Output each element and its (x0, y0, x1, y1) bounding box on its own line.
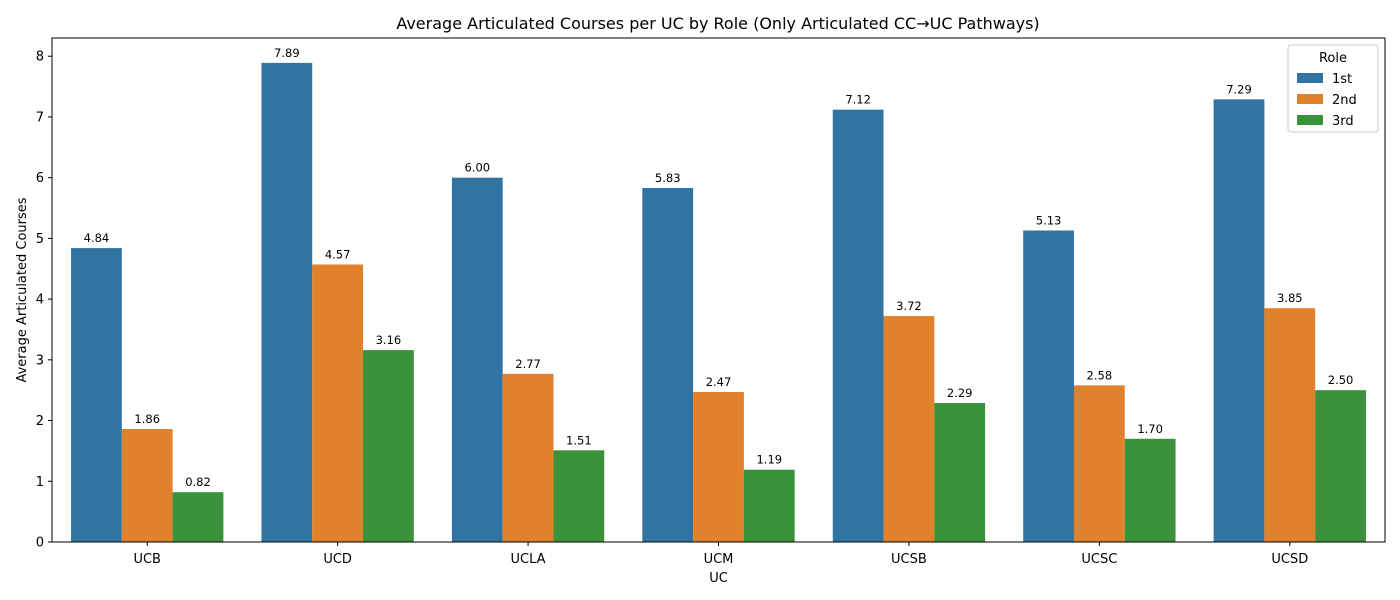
x-tick-label: UCM (704, 552, 734, 567)
x-tick-label: UCB (133, 552, 161, 567)
x-axis-label: UC (709, 571, 728, 586)
legend-label-3rd: 3rd (1332, 114, 1354, 129)
bar-ucb-3rd (172, 492, 224, 542)
bar-ucsd-2nd (1264, 308, 1316, 542)
y-tick-label: 8 (36, 50, 44, 65)
data-label: 4.57 (325, 247, 351, 261)
y-tick-label: 7 (36, 110, 44, 125)
legend-swatch-1st (1297, 73, 1323, 83)
bar-ucd-3rd (363, 350, 414, 542)
x-axis: UCB UCD UCLA UCM UCSB UCSC UCSD (133, 542, 1308, 567)
x-tick-label: UCLA (511, 552, 546, 567)
y-tick-label: 3 (36, 353, 44, 368)
y-tick-label: 2 (36, 414, 44, 429)
bar-ucsd-1st (1213, 99, 1265, 542)
data-label: 3.16 (376, 333, 402, 347)
bar-ucm-3rd (743, 469, 795, 542)
y-tick-label: 0 (36, 536, 44, 551)
bar-ucsb-3rd (934, 402, 986, 542)
data-label: 1.51 (566, 433, 592, 447)
data-label: 7.89 (274, 46, 300, 60)
x-tick-label: UCSD (1271, 552, 1308, 567)
x-tick-label: UCD (323, 552, 352, 567)
y-axis-label: Average Articulated Courses (15, 197, 30, 382)
legend-items: 1st 2nd 3rd (1297, 72, 1357, 129)
legend-swatch-3rd (1297, 115, 1323, 125)
bar-ucm-1st (642, 187, 694, 542)
legend: Role 1st 2nd 3rd (1287, 44, 1379, 133)
bar-ucsb-2nd (883, 316, 935, 542)
chart-title: Average Articulated Courses per UC by Ro… (396, 14, 1039, 33)
bar-ucm-2nd (693, 392, 744, 542)
data-label: 2.58 (1087, 368, 1113, 382)
plot-area: 4.84 7.89 6.00 5.83 7.12 5.13 7.29 1.86 4.57 2.77… (71, 46, 1366, 543)
data-label: 7.12 (845, 93, 871, 107)
data-label: 2.47 (706, 375, 732, 389)
bar-ucd-2nd (312, 264, 364, 542)
data-label: 1.86 (134, 412, 160, 426)
data-label: 1.70 (1137, 422, 1163, 436)
bar-ucb-2nd (121, 429, 173, 542)
bar-ucla-3rd (553, 450, 605, 542)
x-tick-label: UCSC (1081, 552, 1117, 567)
bar-ucsd-3rd (1315, 390, 1366, 542)
data-label: 1.19 (756, 453, 782, 467)
data-label: 6.00 (464, 161, 490, 175)
data-label: 2.77 (515, 357, 541, 371)
data-label: 3.85 (1277, 291, 1303, 305)
y-tick-label: 5 (36, 232, 44, 247)
data-label: 4.84 (84, 231, 110, 245)
data-label: 7.29 (1226, 82, 1252, 96)
legend-label-1st: 1st (1332, 72, 1352, 87)
data-label: 5.13 (1036, 213, 1062, 227)
bar-ucsb-1st (832, 109, 884, 542)
data-label: 2.50 (1328, 373, 1354, 387)
y-tick-label: 6 (36, 171, 44, 186)
legend-swatch-2nd (1297, 94, 1323, 104)
bar-ucd-1st (261, 62, 313, 542)
bar-ucla-1st (451, 177, 503, 542)
y-tick-label: 1 (36, 475, 44, 490)
bar-ucsc-2nd (1073, 385, 1125, 542)
data-label: 0.82 (185, 475, 211, 489)
bar-ucsc-1st (1023, 230, 1074, 542)
legend-label-2nd: 2nd (1332, 93, 1357, 108)
data-label: 5.83 (655, 171, 681, 185)
y-axis: 0 1 2 3 4 5 6 7 8 (36, 50, 52, 551)
legend-title: Role (1319, 51, 1347, 66)
data-label: 2.29 (947, 386, 973, 400)
legend-box (1287, 44, 1379, 133)
x-tick-label: UCSB (891, 552, 927, 567)
y-tick-label: 4 (36, 293, 44, 308)
bar-ucla-2nd (502, 373, 554, 542)
bar-ucsc-3rd (1124, 438, 1176, 542)
bar-ucb-1st (71, 248, 122, 543)
data-label: 3.72 (896, 299, 922, 313)
